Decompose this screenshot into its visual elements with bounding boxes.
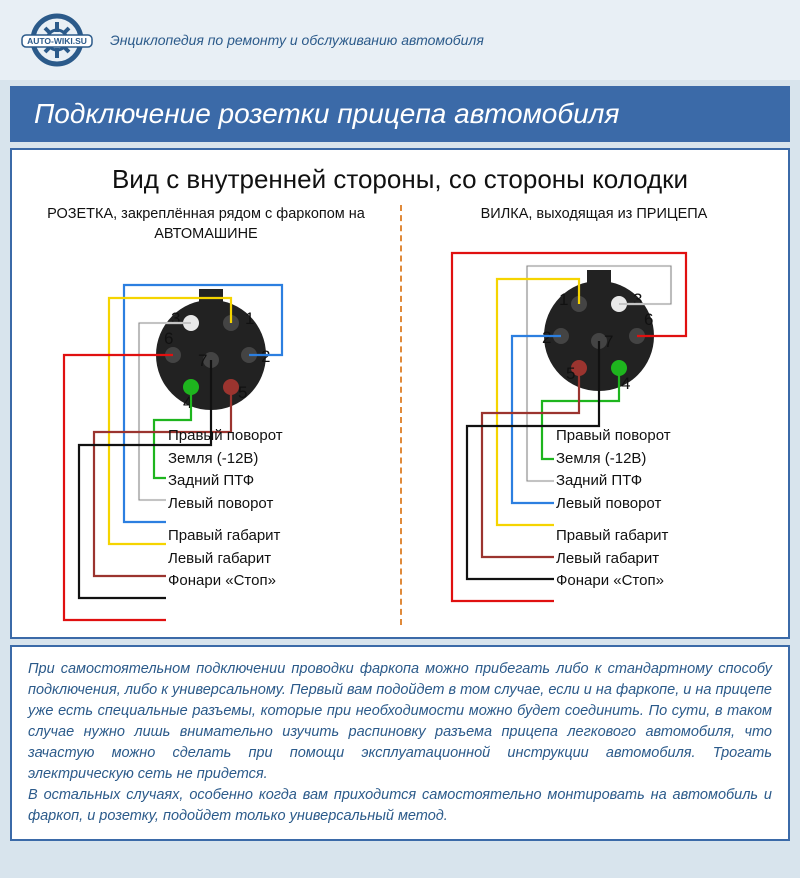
wire-label: Правый габарит — [168, 525, 283, 548]
site-logo: AUTO-WIKI.SU — [18, 10, 96, 70]
wire-label: Земля (-12В) — [556, 448, 671, 471]
wire-label: Правый поворот — [556, 425, 671, 448]
wire-label: Левый габарит — [168, 548, 283, 571]
wire-label: Левый поворот — [556, 493, 671, 516]
svg-text:6: 6 — [164, 329, 173, 348]
diagram-panel: Вид с внутренней стороны, со стороны кол… — [10, 148, 790, 639]
logo-text: AUTO-WIKI.SU — [27, 36, 87, 46]
svg-text:4: 4 — [621, 374, 630, 393]
wire-label: Левый габарит — [556, 548, 671, 571]
right-label-list: Правый поворот Земля (-12В) Задний ПТФ Л… — [556, 425, 671, 593]
svg-text:3: 3 — [171, 309, 180, 328]
svg-text:1: 1 — [245, 309, 254, 328]
wire-label: Правый габарит — [556, 525, 671, 548]
diagram-body: РОЗЕТКА, закреплённая рядом с фаркопом н… — [12, 205, 788, 625]
svg-text:2: 2 — [261, 347, 270, 366]
svg-text:7: 7 — [198, 351, 207, 370]
footer-text: При самостоятельном подключении проводки… — [10, 645, 790, 841]
svg-text:3: 3 — [633, 290, 642, 309]
diagram-right: ВИЛКА, выходящая из ПРИЦЕПА 1 2 — [400, 205, 788, 625]
wire-label: Правый поворот — [168, 425, 283, 448]
wire-label: Левый поворот — [168, 493, 283, 516]
svg-text:7: 7 — [604, 332, 613, 351]
wire-label: Задний ПТФ — [168, 470, 283, 493]
svg-text:6: 6 — [644, 310, 653, 329]
page-title: Подключение розетки прицепа автомобиля — [10, 86, 790, 142]
wire-label: Земля (-12В) — [168, 448, 283, 471]
left-label: РОЗЕТКА, закреплённая рядом с фаркопом н… — [12, 205, 400, 250]
svg-text:5: 5 — [238, 383, 247, 402]
wire-label: Фонари «Стоп» — [168, 570, 283, 593]
svg-text:1: 1 — [559, 290, 568, 309]
svg-text:5: 5 — [566, 364, 575, 383]
svg-text:2: 2 — [542, 328, 551, 347]
wire-label: Задний ПТФ — [556, 470, 671, 493]
diagram-left: РОЗЕТКА, закреплённая рядом с фаркопом н… — [12, 205, 400, 625]
site-tagline: Энциклопедия по ремонту и обслуживанию а… — [110, 32, 484, 48]
wire-label: Фонари «Стоп» — [556, 570, 671, 593]
diagram-title: Вид с внутренней стороны, со стороны кол… — [12, 158, 788, 205]
left-label-list: Правый поворот Земля (-12В) Задний ПТФ Л… — [168, 425, 283, 593]
site-header: AUTO-WIKI.SU Энциклопедия по ремонту и о… — [0, 0, 800, 80]
right-label: ВИЛКА, выходящая из ПРИЦЕПА — [400, 205, 788, 231]
